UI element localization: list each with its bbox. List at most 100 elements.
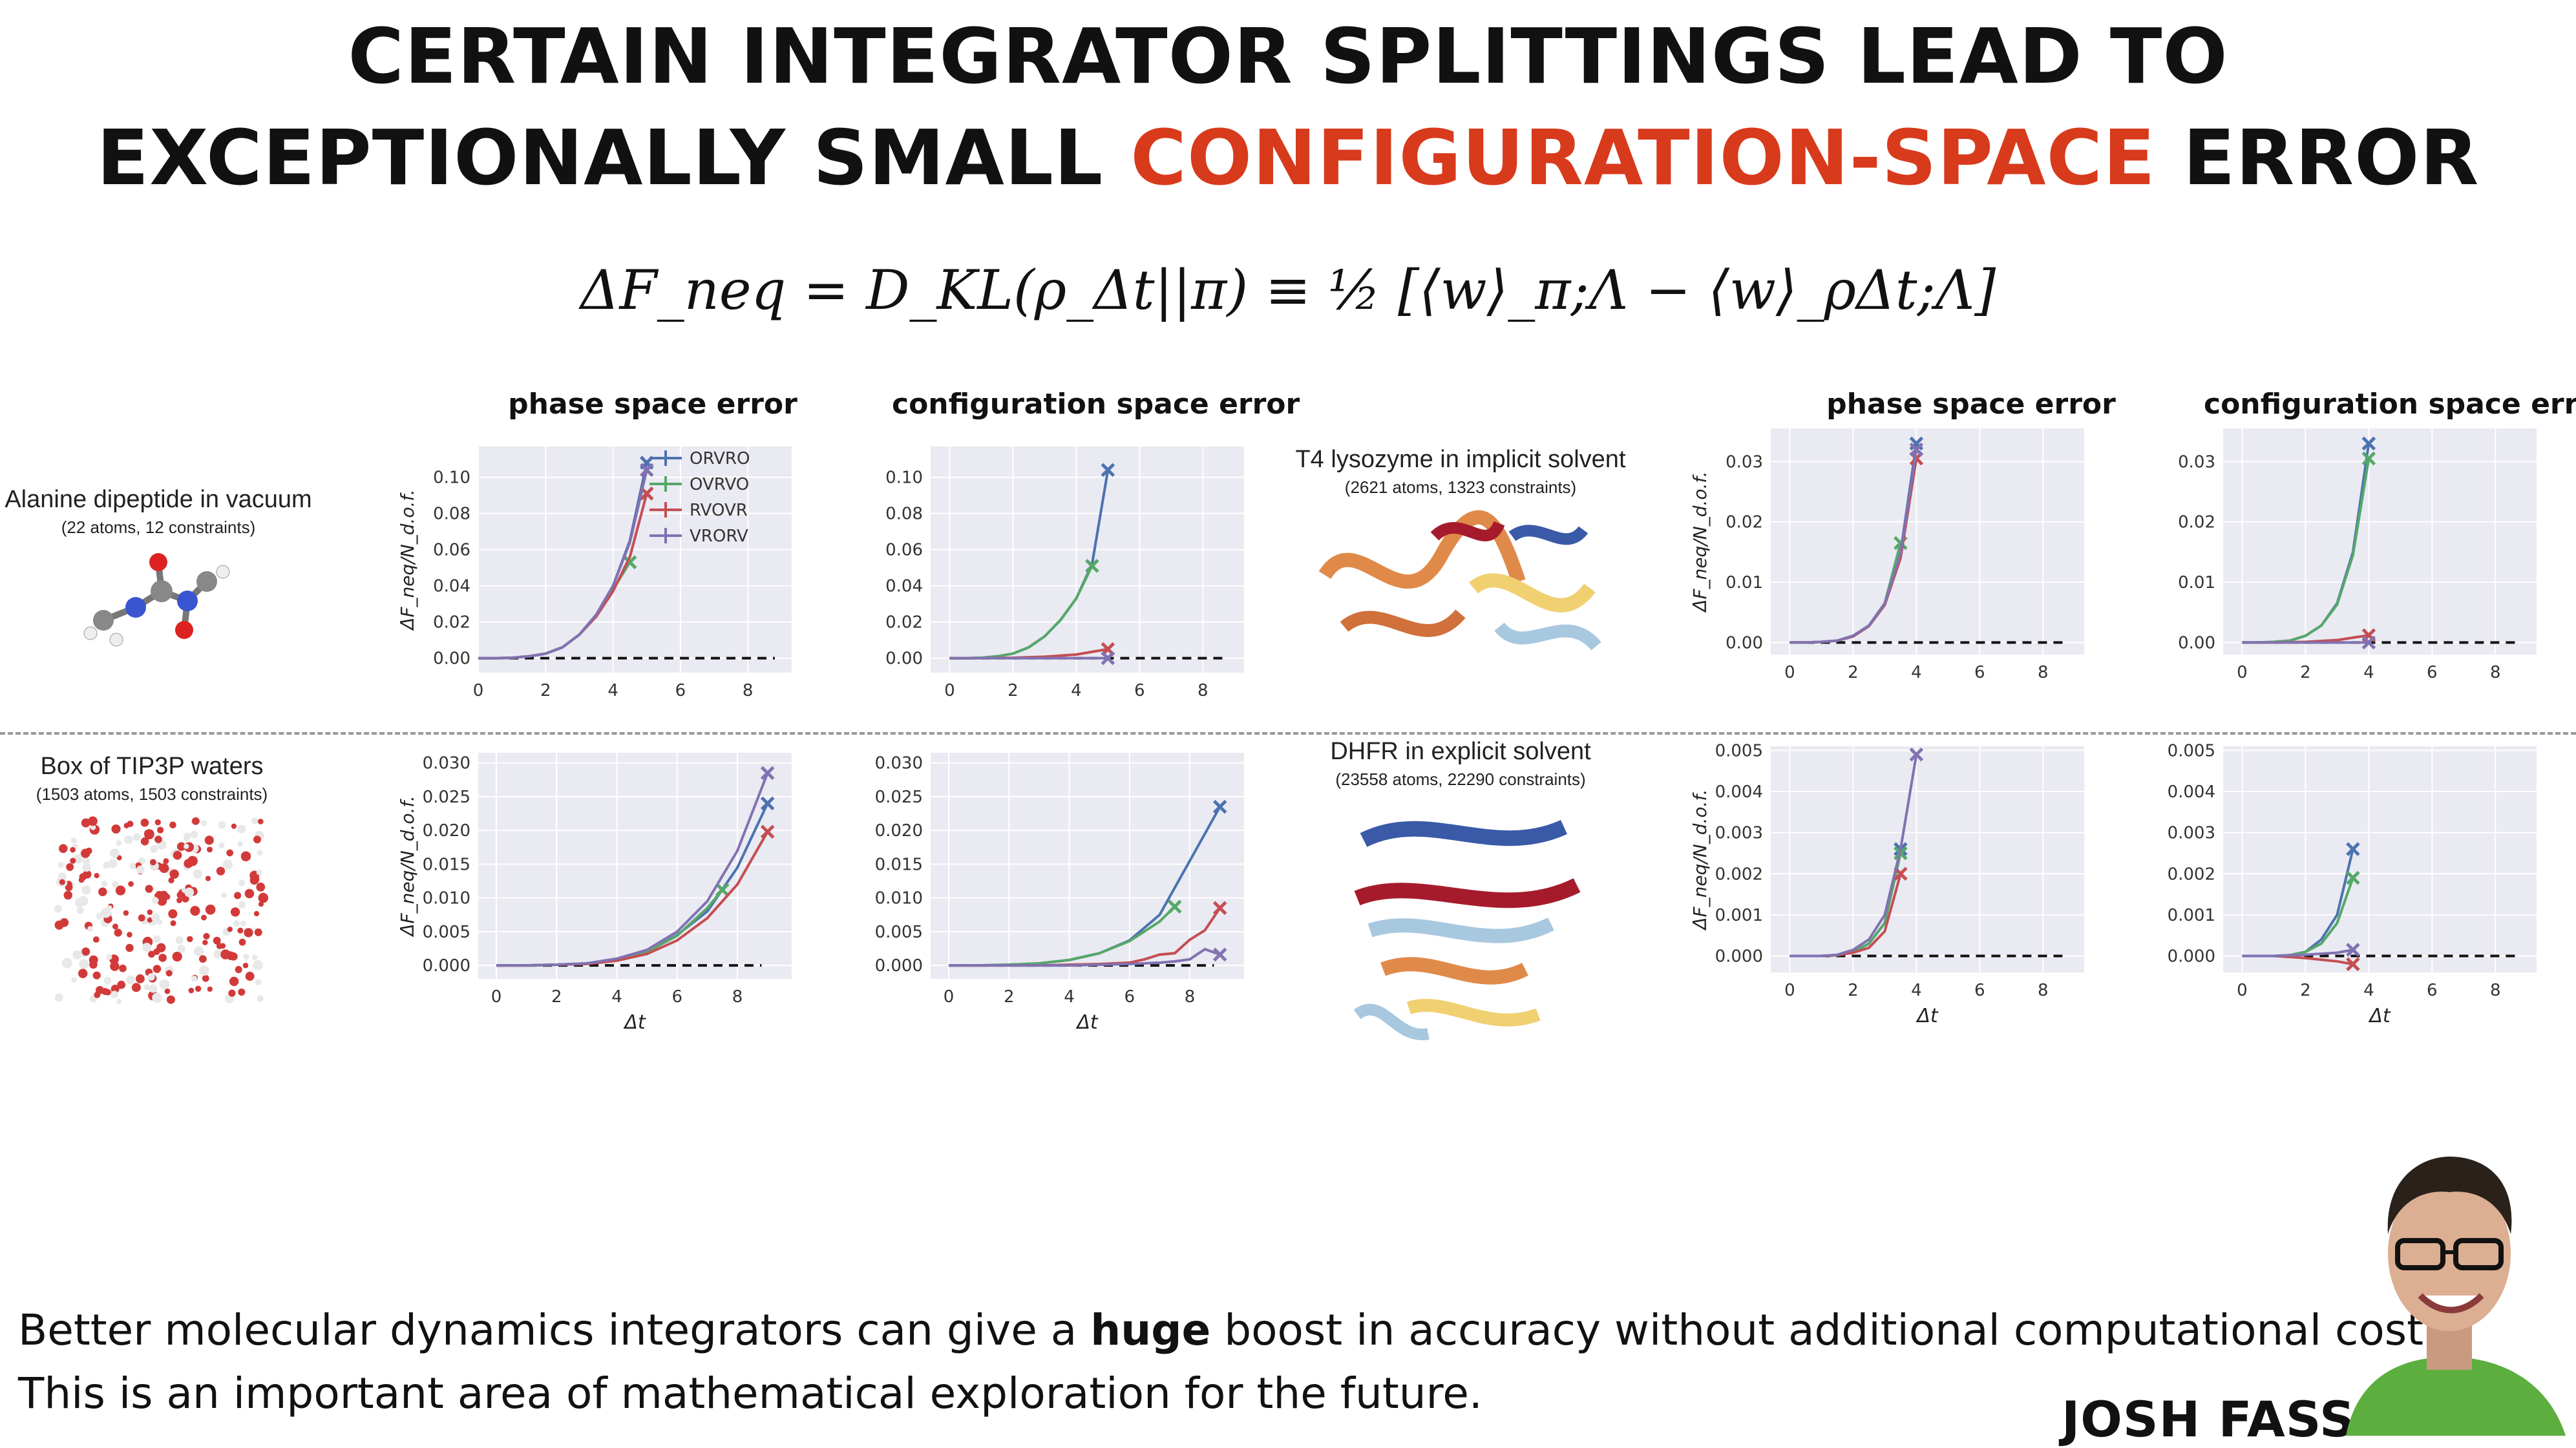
x-tick-label: 6 [2427, 981, 2438, 1000]
water-atom [153, 948, 160, 956]
water-atom [235, 966, 242, 974]
x-tick-label: 2 [1848, 663, 1859, 682]
water-atom [258, 901, 264, 907]
water-atom [58, 862, 64, 868]
water-atom [98, 887, 107, 896]
endpoint-marker-ovrvo [2346, 870, 2360, 885]
water-atom [140, 837, 149, 846]
footer-line1-pre: Better molecular dynamics integrators ca… [18, 1305, 1077, 1355]
water-atom [184, 843, 189, 850]
water-atom [220, 943, 226, 949]
x-tick-label: 8 [2038, 663, 2049, 682]
chart-t4-phase: 0.00 0.01 0.02 0.03 0 2 4 6 8 ΔF_neq/N_d.o.f. [1680, 419, 2094, 716]
series-line-vrorv [496, 772, 769, 967]
water-atom [258, 892, 269, 903]
y-tick-label: 0.00 [2178, 633, 2215, 653]
water-atom [101, 881, 108, 887]
y-tick-label: 0.003 [1715, 824, 1763, 843]
x-tick-label: 8 [732, 987, 743, 1007]
y-tick-label: 0.015 [875, 855, 923, 874]
x-tick-label: 2 [1004, 987, 1015, 1007]
water-atom [238, 879, 246, 887]
t4-name: T4 lysozyme in implicit solvent [1295, 446, 1626, 473]
x-tick-label: 6 [2427, 663, 2438, 682]
water-atom [131, 983, 141, 992]
water-atom [136, 974, 145, 983]
water-atom [256, 882, 266, 892]
water-atom [70, 857, 76, 864]
water-atom [92, 936, 100, 943]
water-atom [128, 881, 134, 887]
water-atom [148, 950, 155, 958]
x-axis-label: Δt [2368, 1005, 2391, 1027]
header-phase-right: phase space error [1826, 388, 2116, 421]
x-tick-label: 4 [2363, 663, 2374, 682]
water-atom [126, 975, 135, 985]
x-tick-label: 0 [944, 987, 955, 1007]
endpoint-marker-orvro [2346, 842, 2360, 856]
water-atom [227, 927, 233, 932]
endpoint-marker-ovrvo [1167, 899, 1182, 914]
water-atom [90, 824, 96, 830]
water-atom [82, 863, 91, 872]
endpoint-marker-vrorv [2361, 635, 2376, 650]
water-atom [238, 988, 246, 996]
water-atom [108, 859, 118, 868]
water-atom [257, 995, 264, 1002]
water-atom [79, 959, 89, 969]
water-atom [165, 970, 173, 977]
x-tick-label: 8 [2490, 981, 2501, 1000]
water-atom [145, 885, 153, 893]
x-tick-label: 6 [1134, 681, 1145, 700]
x-axis-label: Δt [1916, 1005, 1939, 1027]
y-tick-label: 0.003 [2168, 824, 2215, 843]
water-atom [116, 998, 122, 1004]
water-atom [96, 986, 104, 994]
legend-label-ovrvo: OVRVO [690, 475, 749, 494]
water-atom [253, 835, 261, 844]
series-line-vrorv [948, 947, 1221, 967]
water-atom [182, 894, 189, 903]
y-tick-label: 0.001 [1715, 906, 1763, 925]
chart-svg: 0.00 0.01 0.02 0.03 0 2 4 6 8 [2178, 428, 2537, 682]
water-atom [111, 824, 121, 834]
water-atom [103, 861, 111, 869]
footer-line1-post: boost in accuracy without additional com… [1224, 1305, 2437, 1355]
water-atom [240, 851, 251, 861]
water-atom [81, 947, 90, 956]
water-atom [147, 973, 155, 981]
water-atom [202, 974, 209, 982]
x-tick-label: 4 [1064, 987, 1075, 1007]
water-atom [147, 917, 153, 923]
water-atom [70, 837, 78, 844]
x-tick-label: 8 [1198, 681, 1209, 700]
water-atom [66, 863, 74, 871]
x-tick-label: 4 [607, 681, 618, 700]
water-atom [154, 819, 161, 826]
water-atom [106, 954, 112, 960]
water-atom [127, 821, 134, 828]
water-atom [119, 964, 127, 972]
x-tick-label: 8 [2038, 981, 2049, 1000]
water-atom [216, 866, 226, 876]
water-atom [54, 920, 64, 930]
dhfr-name: DHFR in explicit solvent [1330, 738, 1591, 765]
water-atom [61, 958, 72, 969]
y-tick-label: 0.10 [433, 468, 470, 488]
water-atom [237, 824, 246, 834]
chart-svg: 0.00 0.02 0.04 0.06 0.08 0.10 0 2 4 6 8 [885, 446, 1244, 700]
y-tick-label: 0.004 [2168, 782, 2215, 802]
water-atom [168, 909, 178, 919]
water-atom [155, 890, 164, 899]
water-atom [238, 938, 246, 946]
chart-t4-config: 0.00 0.01 0.02 0.03 0 2 4 6 8 [2133, 419, 2546, 716]
water-atom [142, 943, 152, 952]
water-atom [229, 976, 239, 987]
plot-area [2223, 746, 2537, 972]
y-tick-label: 0.025 [423, 788, 470, 807]
water-atom [220, 949, 231, 960]
water-atom [257, 819, 264, 824]
water-atom [54, 993, 63, 1002]
water-atom [218, 842, 225, 848]
x-tick-label: 2 [2300, 981, 2311, 1000]
